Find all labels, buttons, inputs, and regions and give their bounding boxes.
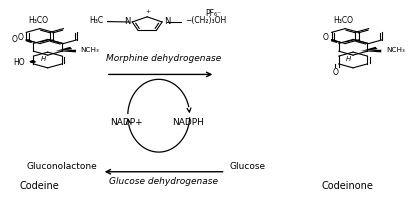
Text: Glucose: Glucose (229, 162, 265, 171)
Text: Gluconolactone: Gluconolactone (27, 162, 97, 171)
Text: H: H (40, 56, 45, 62)
Text: H₃CO: H₃CO (332, 16, 352, 25)
Text: HO: HO (13, 58, 25, 67)
Text: NCH₃: NCH₃ (385, 47, 404, 52)
Text: Glucose dehydrogenase: Glucose dehydrogenase (109, 177, 218, 187)
Text: N: N (123, 17, 130, 27)
Text: −(CH₂)₃OH: −(CH₂)₃OH (184, 16, 225, 26)
Text: O: O (322, 33, 328, 42)
Text: O: O (17, 33, 24, 42)
Polygon shape (360, 47, 377, 51)
Text: NCH₃: NCH₃ (81, 47, 99, 52)
Text: Morphine dehydrogenase: Morphine dehydrogenase (106, 54, 221, 63)
Text: O: O (11, 35, 17, 44)
Text: Codeinone: Codeinone (320, 182, 373, 191)
Text: N: N (164, 17, 170, 27)
Text: H₃CO: H₃CO (28, 16, 48, 25)
Text: Codeine: Codeine (19, 182, 59, 191)
Text: O: O (332, 68, 337, 77)
Polygon shape (55, 50, 76, 52)
Text: H₃C: H₃C (89, 16, 103, 26)
Text: PF₆⁻: PF₆⁻ (204, 9, 221, 18)
Text: NADP+: NADP+ (110, 118, 142, 127)
Text: H: H (345, 56, 350, 62)
Text: NADPH: NADPH (172, 118, 204, 127)
Polygon shape (55, 47, 72, 51)
Polygon shape (360, 50, 380, 52)
Text: +: + (145, 9, 151, 14)
